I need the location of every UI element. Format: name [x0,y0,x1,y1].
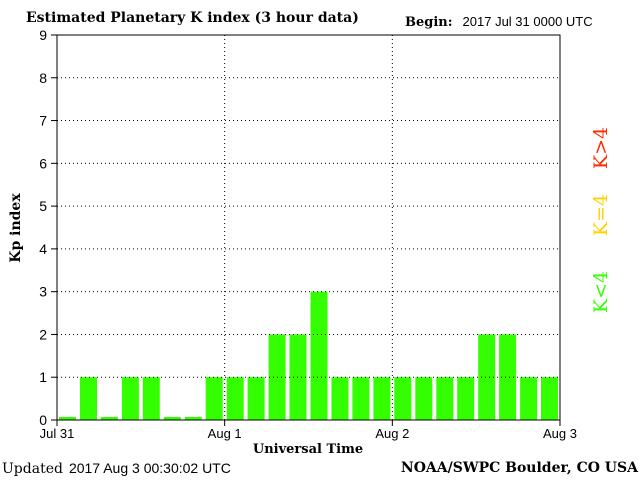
kp-bar [520,377,538,420]
kp-bar [331,377,349,420]
begin-value: 2017 Jul 31 0000 UTC [462,14,593,29]
x-tick-label: Aug 2 [375,426,409,441]
kp-bar [415,377,433,420]
legend: K>4 K=4 K<4 [590,127,612,313]
kp-bar [457,377,475,420]
x-tick-label: Jul 31 [40,426,75,441]
bars-layer [59,291,558,420]
x-axis-label: Universal Time [253,442,363,457]
y-tick-label: 2 [39,326,47,342]
kp-bar [163,417,181,420]
kp-bar [226,377,244,420]
kp-bar [80,377,97,420]
y-tick-label: 4 [39,241,47,257]
credit-text: NOAA/SWPC Boulder, CO USA [400,460,638,476]
legend-item-k-equal-4: K=4 [590,194,612,236]
kp-bar [247,377,265,420]
updated-value: 2017 Aug 3 00:30:02 UTC [68,460,231,476]
y-tick-label: 7 [39,113,47,129]
kp-bar [436,377,454,420]
y-ticks: 0 1 2 3 4 5 6 7 8 9 [39,27,57,428]
y-tick-label: 9 [39,27,47,43]
kp-bar [100,417,118,420]
y-tick-label: 0 [39,412,47,428]
y-axis-label: Kp index [8,193,24,263]
y-tick-label: 8 [39,70,47,86]
grid-layer [57,35,560,420]
kp-bar [310,291,328,420]
x-tick-label: Aug 3 [543,426,577,441]
kp-bar [205,377,223,420]
updated-label: Updated [2,461,63,477]
kp-bar [478,334,496,420]
legend-item-k-greater-4: K>4 [590,127,612,169]
kp-bar [184,417,202,420]
kp-bar [394,377,412,420]
kp-bar [352,377,370,420]
x-tick-label: Aug 1 [208,426,242,441]
y-tick-label: 1 [39,369,47,385]
kp-bar [121,377,139,420]
y-tick-label: 3 [39,284,47,300]
kp-bar [541,377,558,420]
kp-bar [373,377,391,420]
kp-bar [142,377,160,420]
chart-title: Estimated Planetary K index (3 hour data… [26,10,359,26]
x-ticks: Jul 31 Aug 1 Aug 2 Aug 3 [40,420,577,441]
plot-frame [56,34,561,421]
legend-item-k-less-4: K<4 [590,271,612,313]
y-tick-label: 5 [39,198,47,214]
begin-info: Begin: 2017 Jul 31 0000 UTC [405,14,593,30]
y-tick-label: 6 [39,155,47,171]
kp-bar [59,417,76,420]
begin-label: Begin: [405,15,453,30]
updated-info: Updated 2017 Aug 3 00:30:02 UTC [2,460,231,478]
kp-bar [499,334,517,420]
